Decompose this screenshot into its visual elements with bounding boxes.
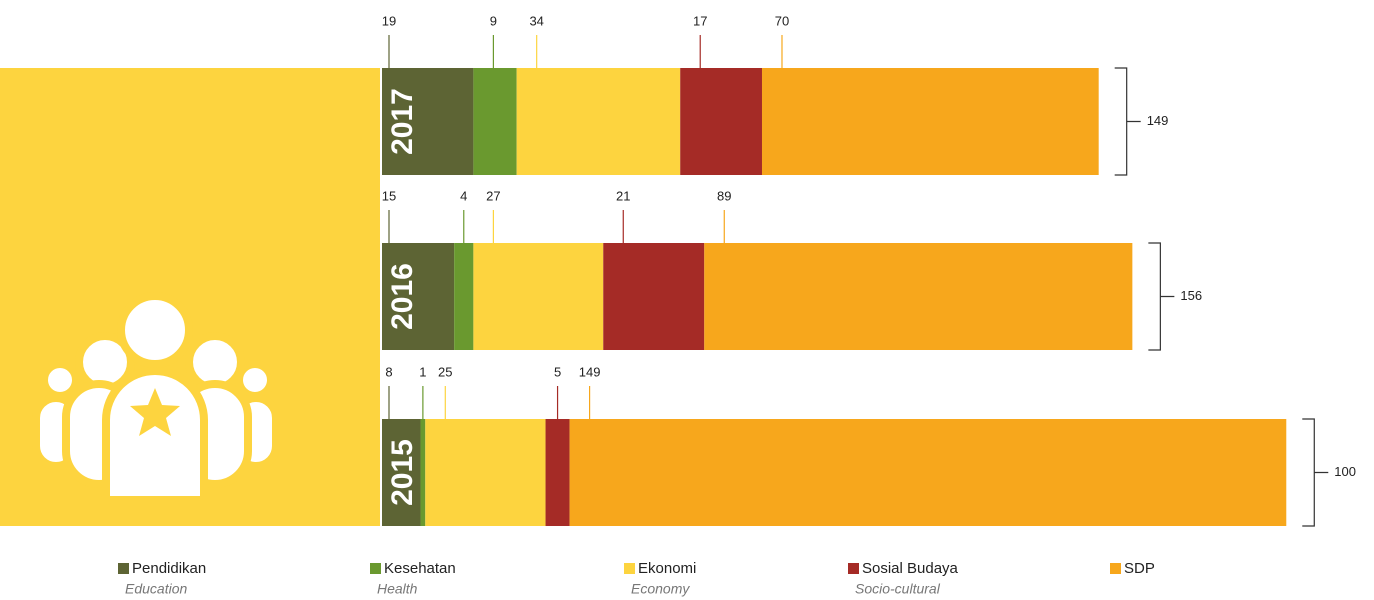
total-bracket: [1302, 418, 1329, 527]
legend-swatch: [118, 563, 129, 574]
value-label: 8: [385, 364, 392, 379]
bar-segment: [425, 419, 546, 526]
legend-label: Kesehatan: [384, 560, 456, 577]
legend-swatch: [1110, 563, 1121, 574]
star: [130, 388, 180, 436]
bar-segment: [473, 68, 517, 175]
total-label: 149: [1147, 113, 1169, 128]
value-label: 9: [490, 13, 497, 28]
value-label: 19: [382, 13, 396, 28]
legend-swatch: [848, 563, 859, 574]
bar-segment: [680, 68, 762, 175]
legend-subtitle: Economy: [631, 581, 690, 597]
value-label: 34: [529, 13, 543, 28]
year-label: 2017: [386, 88, 419, 155]
value-label: 149: [579, 364, 601, 379]
legend-label: Pendidikan: [132, 560, 206, 577]
total-label: 156: [1180, 288, 1202, 303]
value-label: 4: [460, 188, 467, 203]
value-label: 1: [419, 364, 426, 379]
legend-label: Ekonomi: [638, 560, 696, 577]
value-label: 25: [438, 364, 452, 379]
legend-subtitle: Health: [377, 581, 418, 597]
value-label: 21: [616, 188, 630, 203]
people-icon: [32, 292, 280, 504]
bar-segment: [382, 243, 455, 350]
value-label: 27: [486, 188, 500, 203]
value-label: 70: [775, 13, 789, 28]
total-bracket: [1148, 242, 1175, 351]
value-label: 17: [693, 13, 707, 28]
bar-segment: [569, 419, 1287, 526]
bar-segment: [516, 68, 681, 175]
bar-segment: [382, 419, 421, 526]
bar-segment: [704, 243, 1133, 350]
bar-segment: [545, 419, 570, 526]
year-label: 2015: [386, 439, 419, 506]
total-label: 100: [1334, 464, 1356, 479]
legend-label: Sosial Budaya: [862, 560, 959, 577]
bar-segment: [454, 243, 474, 350]
value-label: 5: [554, 364, 561, 379]
legend-swatch: [370, 563, 381, 574]
bar-segment: [473, 243, 604, 350]
value-label: 15: [382, 188, 396, 203]
legend-label: SDP: [1124, 560, 1155, 577]
bar-segment: [382, 68, 474, 175]
bar-segment: [420, 419, 426, 526]
bar-segment: [761, 68, 1099, 175]
value-label: 89: [717, 188, 731, 203]
total-bracket: [1114, 67, 1141, 176]
bar-segment: [603, 243, 705, 350]
legend-swatch: [624, 563, 635, 574]
legend-subtitle: Socio-cultural: [855, 581, 941, 597]
legend-subtitle: Education: [125, 581, 187, 597]
year-label: 2016: [386, 263, 419, 330]
